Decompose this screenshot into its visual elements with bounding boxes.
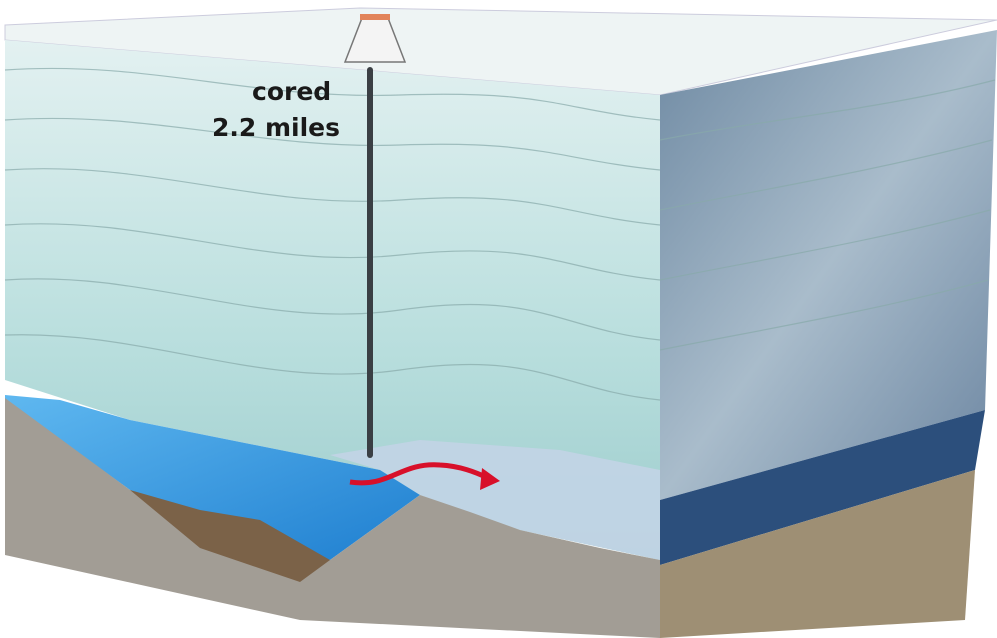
water-side [660, 410, 985, 565]
flow-arrow [349, 462, 490, 486]
top-surface [4, 7, 997, 96]
ice-layers [4, 67, 996, 401]
label-line2: 2.2 miles [212, 113, 340, 142]
ice-side [660, 30, 997, 500]
block [4, 7, 997, 638]
lake [5, 395, 420, 560]
bedrock-front [5, 398, 660, 638]
flow-arrowhead [480, 468, 500, 490]
rig-top [360, 14, 390, 20]
sediment [130, 490, 330, 582]
ice-front [5, 40, 660, 560]
label-line1: cored [252, 77, 331, 106]
bedrock-side [660, 470, 975, 638]
